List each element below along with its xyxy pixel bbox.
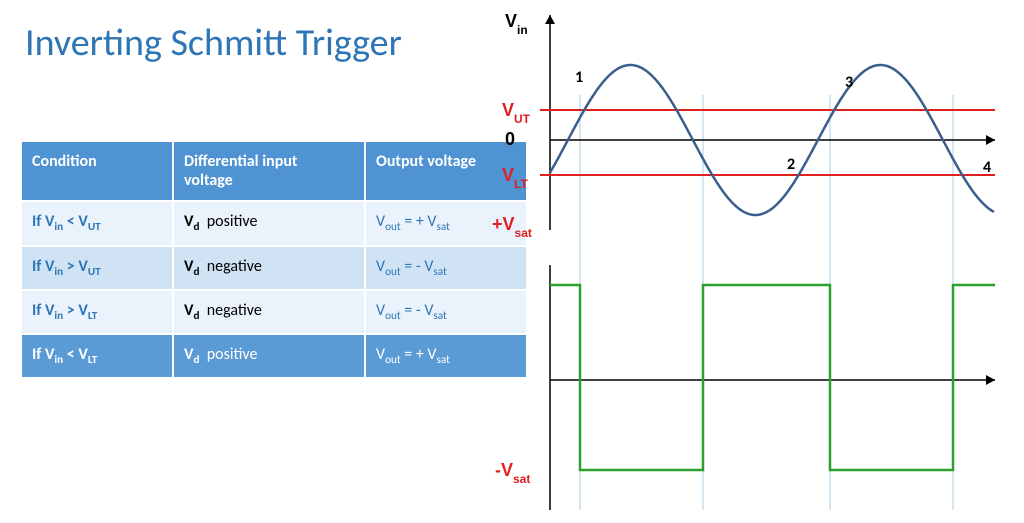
page-title: Inverting Schmitt Trigger [25, 20, 402, 66]
svg-text:VUT: VUT [502, 100, 531, 126]
condition-table: ConditionDifferential inputvoltageOutput… [20, 140, 528, 379]
svg-text:4: 4 [983, 158, 991, 177]
svg-text:+Vsat: +Vsat [492, 214, 532, 240]
svg-text:1: 1 [575, 68, 583, 87]
schmitt-chart: 1 2 3 4 0 VUT VLT Vin +Vsat -Vsat [490, 10, 1010, 520]
cond-cell: If Vin > VUT [21, 246, 173, 290]
svg-text:Vin: Vin [505, 11, 528, 37]
diff-cell: Vd negative [173, 246, 365, 290]
svg-text:3: 3 [845, 73, 853, 92]
table-row: If Vin > VLTVd negativeVout = - Vsat [21, 290, 527, 334]
svg-text:-Vsat: -Vsat [495, 460, 530, 486]
svg-text:2: 2 [787, 155, 795, 174]
table-header-cell: Condition [21, 141, 173, 201]
svg-text:0: 0 [505, 129, 515, 149]
table-row: If Vin > VUTVd negativeVout = - Vsat [21, 246, 527, 290]
table-header-cell: Differential inputvoltage [173, 141, 365, 201]
cond-cell: If Vin < VUT [21, 201, 173, 245]
svg-text:VLT: VLT [502, 165, 528, 191]
diff-cell: Vd positive [173, 334, 365, 378]
cond-cell: If Vin < VLT [21, 334, 173, 378]
cond-cell: If Vin > VLT [21, 290, 173, 334]
table-row: If Vin < VUTVd positiveVout = + Vsat [21, 201, 527, 245]
table-header-row: ConditionDifferential inputvoltageOutput… [21, 141, 527, 201]
diff-cell: Vd negative [173, 290, 365, 334]
diff-cell: Vd positive [173, 201, 365, 245]
table-row: If Vin < VLTVd positiveVout = + Vsat [21, 334, 527, 378]
